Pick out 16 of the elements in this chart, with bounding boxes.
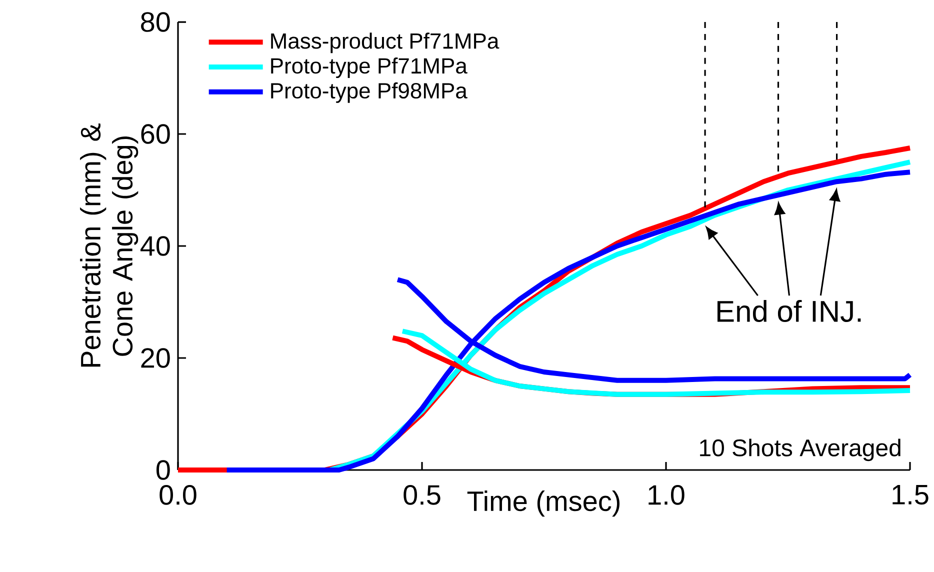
legend-label: Proto-type Pf71MPa [271, 58, 468, 78]
annotation: End of INJ. [718, 300, 861, 322]
y-tick-label: 20 [141, 348, 170, 368]
annotation: 10 Shots Averaged [700, 438, 900, 462]
x-tick-label: 0.0 [160, 485, 196, 505]
x-tick-label: 1.5 [892, 485, 928, 505]
x-axis-title: Time (msec) [467, 490, 620, 517]
y-tick-label: 60 [141, 124, 170, 144]
y-tick-label: 80 [141, 12, 170, 32]
legend-label: Proto-type Pf98MPa [271, 82, 468, 103]
legend-label: Mass-product Pf71MPa [271, 32, 500, 54]
y-tick-label: 0 [156, 460, 170, 480]
x-tick-label: 1.0 [648, 485, 684, 505]
y-tick-label: 40 [140, 236, 170, 256]
x-tick-label: 0.5 [404, 485, 440, 505]
y-axis-title: Penetration (mm) & Cone Angle (deg) [80, 124, 138, 367]
